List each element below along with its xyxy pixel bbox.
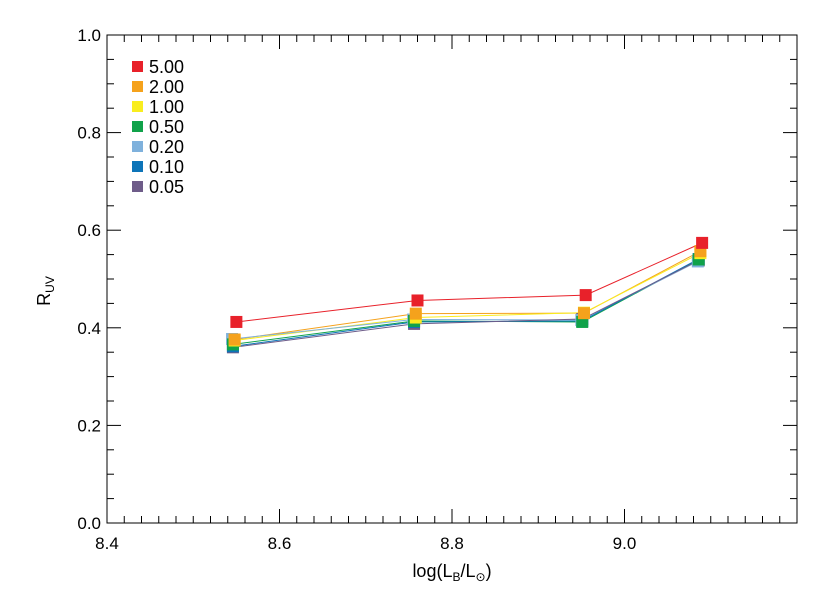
- y-tick-label: 0.0: [77, 514, 101, 533]
- legend-swatch-0.05: [132, 181, 143, 192]
- y-tick-label: 0.8: [77, 124, 101, 143]
- data-point-2.00: [577, 307, 590, 320]
- legend-label-0.50: 0.50: [149, 117, 184, 137]
- x-tick-label: 9.0: [613, 534, 637, 553]
- series-line-0.20: [232, 260, 699, 340]
- series-markers: [226, 236, 709, 354]
- legend-label-0.20: 0.20: [149, 137, 184, 157]
- x-axis-label: log(LB/L⊙): [412, 561, 491, 584]
- series-line-5.00: [236, 242, 703, 323]
- legend-swatch-0.50: [132, 121, 143, 132]
- series-line-0.10: [232, 258, 699, 347]
- data-point-5.00: [579, 289, 592, 302]
- legend-label-5.00: 5.00: [149, 57, 184, 77]
- legend-swatch-1.00: [132, 101, 143, 112]
- data-point-2.00: [228, 333, 241, 346]
- legend-swatch-0.20: [132, 141, 143, 152]
- x-tick-label: 8.6: [268, 534, 292, 553]
- legend-label-1.00: 1.00: [149, 97, 184, 117]
- series-line-2.00: [234, 250, 701, 341]
- data-point-5.00: [411, 294, 424, 307]
- y-tick-label: 0.4: [77, 319, 101, 338]
- y-axis-label: RUV: [34, 276, 57, 306]
- x-tick-label: 8.8: [440, 534, 464, 553]
- y-tick-label: 0.6: [77, 221, 101, 240]
- legend-label-0.05: 0.05: [149, 177, 184, 197]
- legend-swatch-0.10: [132, 161, 143, 172]
- data-point-0.50: [692, 253, 705, 266]
- data-point-5.00: [696, 236, 709, 249]
- data-point-2.00: [409, 307, 422, 320]
- x-tick-label: 8.4: [95, 534, 119, 553]
- plot-frame: [106, 34, 798, 524]
- legend-label-0.10: 0.10: [149, 157, 184, 177]
- legend-swatch-5.00: [132, 61, 143, 72]
- data-point-5.00: [230, 315, 243, 328]
- series-line-1.00: [234, 252, 701, 341]
- axis-ticks: [106, 34, 797, 524]
- tick-labels: 8.4 8.6 8.8 9.0 0.0 0.2 0.4 0.6 0.8 1.0: [77, 26, 636, 553]
- y-tick-label: 0.2: [77, 416, 101, 435]
- series-lines: [232, 242, 703, 348]
- y-tick-label: 1.0: [77, 26, 101, 45]
- legend-label-2.00: 2.00: [149, 77, 184, 97]
- legend-swatch-2.00: [132, 81, 143, 92]
- series-line-0.05: [232, 260, 699, 348]
- legend: 5.002.001.000.500.200.100.05: [132, 57, 184, 197]
